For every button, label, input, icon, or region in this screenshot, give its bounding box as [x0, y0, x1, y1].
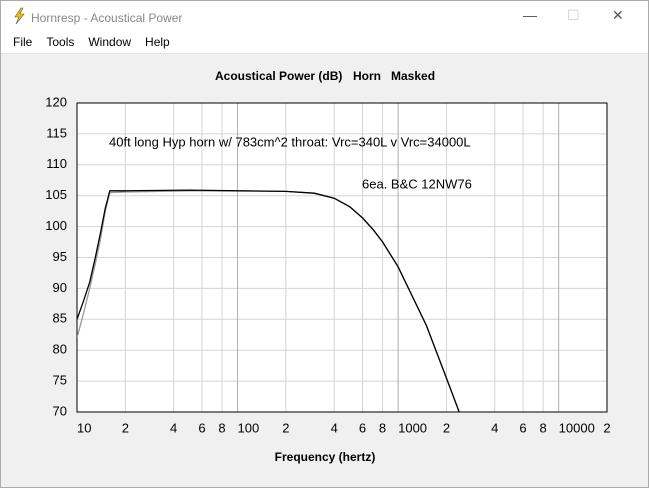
x-tick-label: 2 — [603, 420, 610, 435]
x-tick-label: 6 — [359, 420, 366, 435]
menu-item[interactable]: Tools — [46, 35, 75, 49]
minimize-button[interactable]: — — [523, 7, 537, 23]
x-tick-label: 2 — [443, 420, 450, 435]
y-tick-label: 85 — [53, 311, 67, 326]
chart-tag: Horn — [353, 69, 381, 83]
y-tick-label: 70 — [53, 403, 67, 418]
chart: Acoustical Power (dB) Horn Masked 70 75 80 85 9… — [45, 69, 610, 464]
y-tick-label: 110 — [46, 156, 67, 171]
menu-item[interactable]: Help — [145, 35, 170, 49]
x-tick-label: 8 — [539, 420, 546, 435]
x-tick-label: 8 — [379, 420, 386, 435]
y-tick-label: 95 — [53, 249, 67, 264]
app-icon — [14, 7, 25, 25]
window-title: Hornresp - Acoustical Power — [31, 11, 183, 25]
y-tick-label: 120 — [45, 94, 67, 109]
y-tick-label: 80 — [53, 342, 67, 357]
menu-item[interactable]: Window — [88, 35, 132, 49]
y-tick-label: 105 — [45, 187, 67, 202]
x-axis-label: Frequency (hertz) — [275, 450, 376, 464]
x-tick-label: 10000 — [559, 420, 595, 435]
x-tick-label: 4 — [170, 420, 177, 435]
y-tick-label: 100 — [45, 218, 67, 233]
y-tick-label: 75 — [53, 373, 67, 388]
menu-item[interactable]: File — [13, 35, 33, 49]
x-tick-label: 1000 — [398, 420, 427, 435]
title-bar: Hornresp - Acoustical Power — ☐ ✕ — [1, 1, 648, 31]
x-tick-label: 6 — [198, 420, 205, 435]
chart-tag: Masked — [391, 69, 435, 83]
menu-bar: File Tools Window Help — [1, 31, 648, 54]
x-tick-label: 6 — [519, 420, 526, 435]
annotation: 6ea. B&C 12NW76 — [362, 176, 472, 191]
y-tick-label: 115 — [46, 125, 67, 140]
x-tick-label: 4 — [491, 420, 498, 435]
x-tick-label: 100 — [238, 420, 260, 435]
x-tick-label: 10 — [77, 420, 91, 435]
close-button[interactable]: ✕ — [612, 7, 624, 23]
x-tick-label: 4 — [331, 420, 338, 435]
x-tick-label: 2 — [122, 420, 129, 435]
x-tick-label: 2 — [282, 420, 289, 435]
chart-title: Acoustical Power (dB) — [215, 69, 342, 83]
series-line — [77, 189, 460, 412]
annotation: 40ft long Hyp horn w/ 783cm^2 throat: Vr… — [109, 134, 471, 149]
x-tick-label: 8 — [218, 420, 225, 435]
maximize-button[interactable]: ☐ — [567, 7, 580, 23]
plot-frame — [76, 102, 608, 413]
y-tick-label: 90 — [53, 280, 67, 295]
